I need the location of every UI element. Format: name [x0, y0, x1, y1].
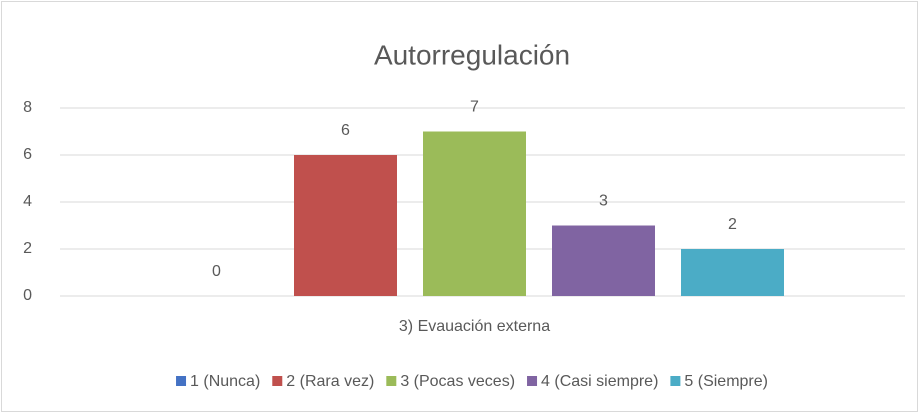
y-tick-label: 4 — [23, 193, 32, 210]
bar — [423, 131, 526, 296]
data-label: 0 — [212, 263, 221, 280]
bar — [552, 225, 655, 296]
data-label: 7 — [470, 99, 479, 116]
y-tick-label: 2 — [23, 240, 32, 257]
x-tick-label: 3) Evauación externa — [399, 318, 550, 335]
data-label: 6 — [341, 122, 350, 139]
legend-swatch — [386, 376, 397, 386]
legend-swatch — [527, 376, 538, 386]
legend-label: 3 (Pocas veces) — [400, 373, 515, 390]
bar — [681, 249, 784, 296]
legend-swatch — [670, 376, 681, 386]
legend-label: 2 (Rara vez) — [286, 373, 374, 390]
bar — [294, 155, 397, 296]
legend-swatch — [272, 376, 283, 386]
legend-label: 5 (Siempre) — [684, 373, 768, 390]
legend-swatch — [176, 376, 187, 386]
y-tick-label: 6 — [23, 146, 32, 163]
legend-label: 4 (Casi siempre) — [541, 373, 658, 390]
chart-title: Autorregulación — [374, 39, 570, 70]
y-tick-label: 0 — [23, 287, 32, 304]
data-label: 2 — [728, 216, 737, 233]
data-label: 3 — [599, 193, 608, 210]
legend-label: 1 (Nunca) — [190, 373, 260, 390]
y-tick-label: 8 — [23, 99, 32, 116]
